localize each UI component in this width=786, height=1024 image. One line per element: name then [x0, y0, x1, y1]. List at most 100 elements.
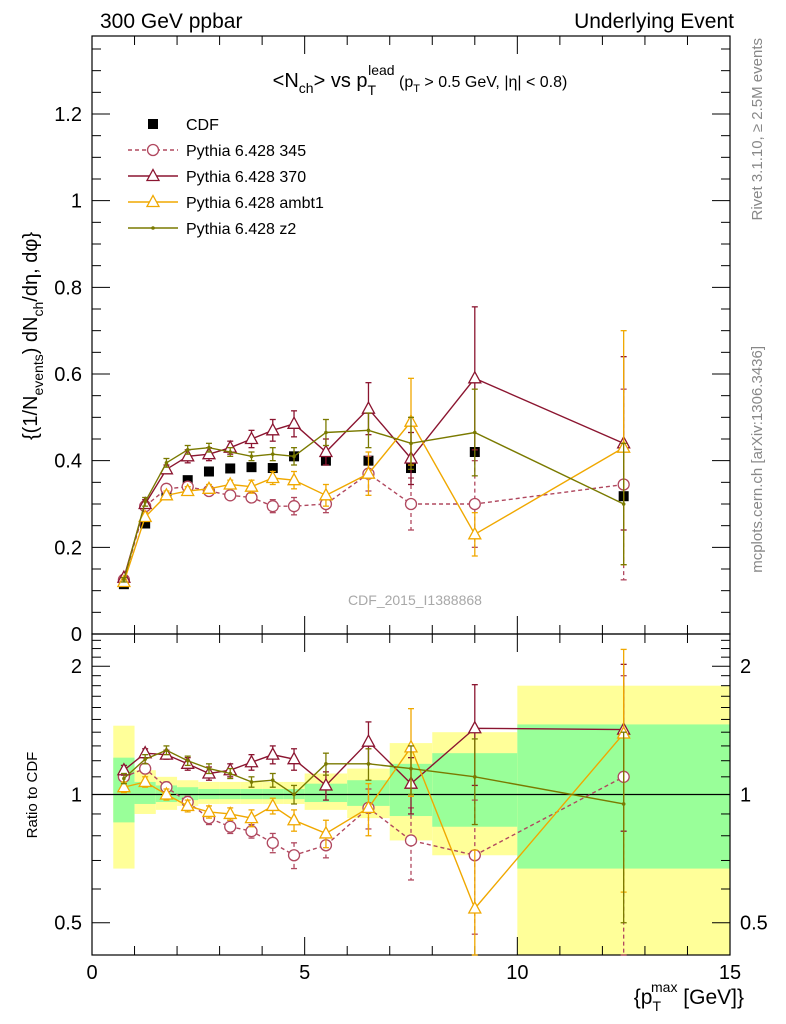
marker-triangle — [318, 777, 334, 791]
marker-triangle — [265, 470, 280, 484]
marker-dot — [185, 448, 190, 452]
legend-label: CDF — [186, 117, 219, 134]
main-series-pythia-6-428-345 — [117, 388, 630, 586]
marker-triangle — [361, 465, 376, 479]
marker-dot — [185, 758, 190, 763]
marker-triangle — [138, 774, 153, 788]
marker-triangle — [318, 825, 334, 839]
ratio-y-axis-label: Ratio to CDF — [24, 752, 41, 839]
marker-square — [203, 466, 214, 477]
marker-circle — [468, 497, 481, 511]
marker-circle — [287, 849, 301, 862]
ratio-y-tick-label-left: 1 — [71, 784, 82, 806]
marker-dot — [366, 428, 371, 433]
marker-triangle — [244, 810, 259, 824]
marker-triangle — [318, 444, 334, 458]
marker-circle — [266, 500, 279, 513]
legend-label: Pythia 6.428 370 — [186, 169, 306, 186]
marker-dot — [366, 762, 371, 766]
series-line — [123, 377, 624, 578]
marker-circle — [287, 500, 301, 513]
x-tick-label: 15 — [719, 962, 741, 984]
x-tick-label: 5 — [299, 962, 310, 984]
ratio-y-tick-label-right: 2 — [740, 656, 751, 678]
marker-triangle — [467, 370, 482, 384]
marker-dot — [270, 452, 275, 456]
marker-triangle — [244, 754, 259, 768]
marker-square — [267, 463, 278, 474]
legend-entry: CDF — [148, 117, 219, 134]
main-y-tick-label: 0.4 — [54, 451, 82, 473]
series-line — [123, 749, 624, 805]
series-layer — [116, 306, 631, 956]
main-series-pythia-6-428-ambt1 — [116, 330, 631, 588]
marker-triangle — [244, 478, 259, 492]
marker-triangle — [244, 431, 259, 445]
marker-dot — [249, 454, 254, 459]
ratio-series-pythia-6-428-z2 — [120, 731, 627, 924]
header-left: 300 GeV ppbar — [100, 10, 242, 33]
marker-dot — [228, 450, 233, 454]
main-y-axis-label: {(1/Nevents) dNch/dη, dφ} — [20, 232, 46, 440]
legend-label: Pythia 6.428 345 — [186, 143, 306, 160]
main-y-tick-label: 1 — [71, 191, 82, 213]
marker-dot — [207, 766, 211, 771]
marker-circle — [139, 762, 152, 775]
marker-dot — [473, 775, 477, 779]
marker-dot — [164, 461, 169, 465]
x-tick-label: 10 — [506, 962, 528, 984]
marker-triangle — [361, 800, 376, 814]
marker-triangle — [286, 415, 302, 429]
marker-triangle — [286, 751, 302, 765]
marker-square — [225, 463, 236, 474]
marker-dot — [143, 757, 147, 761]
marker-triangle — [361, 400, 376, 414]
marker-dot — [151, 226, 155, 230]
ratio-y-tick-label-right: 0.5 — [740, 913, 768, 935]
side-label-bottom: mcplots.cern.ch [arXiv:1306.3436] — [749, 346, 766, 573]
marker-triangle — [286, 812, 302, 826]
marker-dot — [324, 762, 328, 766]
series-line — [123, 767, 624, 857]
band-green-3 — [177, 787, 199, 801]
marker-triangle — [159, 487, 174, 501]
marker-triangle — [286, 472, 302, 486]
main-y-tick-label: 0.6 — [54, 364, 82, 386]
marker-triangle — [361, 733, 376, 747]
marker-triangle — [467, 900, 482, 914]
marker-dot — [473, 430, 477, 435]
x-axis-label: {pTmax [GeV]} — [634, 979, 744, 1014]
marker-triangle — [180, 798, 195, 812]
legend-entry: Pythia 6.428 370 — [128, 168, 306, 186]
ratio-y-tick-label-right: 1 — [740, 784, 751, 806]
marker-circle — [404, 834, 418, 847]
marker-dot — [249, 780, 254, 784]
marker-dot — [621, 802, 626, 806]
marker-circle — [146, 143, 160, 157]
marker-triangle — [467, 720, 482, 734]
legend-label: Pythia 6.428 ambt1 — [186, 195, 324, 212]
marker-square — [246, 462, 257, 473]
main-y-tick-label: 0.2 — [54, 537, 82, 559]
marker-triangle — [223, 806, 238, 820]
marker-dot — [292, 454, 296, 459]
main-y-tick-label: 1.2 — [54, 104, 82, 126]
analysis-watermark: CDF_2015_I1388868 — [348, 592, 482, 608]
marker-dot — [143, 500, 147, 504]
x-tick-label: 0 — [86, 962, 97, 984]
marker-dot — [621, 502, 626, 506]
main-y-tick-label: 0.8 — [54, 277, 82, 299]
ratio-y-tick-label-left: 0.5 — [54, 913, 82, 935]
marker-square — [148, 119, 158, 129]
marker-triangle — [180, 483, 195, 497]
marker-dot — [122, 776, 126, 781]
marker-dot — [292, 792, 296, 797]
marker-triangle — [201, 480, 217, 494]
marker-square — [182, 475, 193, 486]
marker-triangle — [265, 798, 280, 812]
legend-entry: Pythia 6.428 345 — [128, 143, 306, 160]
marker-circle — [224, 820, 237, 833]
marker-triangle — [180, 448, 195, 462]
marker-triangle — [201, 804, 217, 818]
marker-dot — [324, 430, 328, 435]
